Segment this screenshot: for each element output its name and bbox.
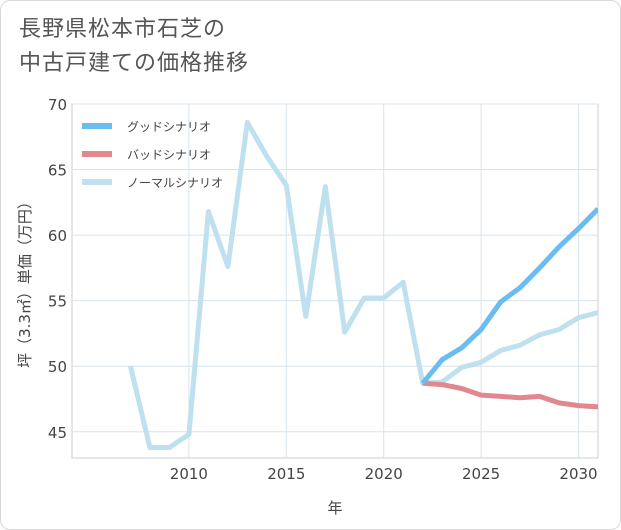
chart-title-line-2: 中古戸建ての価格推移 xyxy=(19,51,250,76)
y-tick-label: 60 xyxy=(48,227,67,245)
chart-title: 長野県松本市石芝の 中古戸建ての価格推移 xyxy=(19,13,249,81)
y-axis-label: 坪（3.3㎡）単価（万円） xyxy=(16,194,34,368)
x-tick-label: 2030 xyxy=(559,465,597,483)
y-tick-label: 45 xyxy=(48,424,67,442)
series-line-bad xyxy=(422,380,598,410)
y-tick-label: 65 xyxy=(48,162,67,180)
x-tick-label: 2020 xyxy=(365,465,403,483)
x-tick-label: 2010 xyxy=(170,465,208,483)
grid xyxy=(72,103,598,458)
x-tick-label: 2015 xyxy=(267,465,305,483)
x-tick-label: 2025 xyxy=(462,465,500,483)
x-axis-label: 年 xyxy=(327,499,342,517)
legend-label: ノーマルシナリオ xyxy=(127,176,223,190)
series-lines xyxy=(127,119,598,450)
x-axis-ticks: 2010 2015 2020 2025 2030 xyxy=(170,465,598,483)
y-tick-label: 50 xyxy=(48,358,67,376)
legend-label: バッドシナリオ xyxy=(127,148,211,162)
legend-label: グッドシナリオ xyxy=(127,120,211,134)
y-tick-label: 70 xyxy=(48,96,67,114)
y-tick-label: 55 xyxy=(48,293,67,311)
chart-title-line-1: 長野県松本市石芝の xyxy=(19,17,227,42)
series-line-normal xyxy=(127,119,598,450)
y-axis-ticks: 45 50 55 60 65 70 xyxy=(48,96,67,442)
series-line-good xyxy=(420,207,598,385)
